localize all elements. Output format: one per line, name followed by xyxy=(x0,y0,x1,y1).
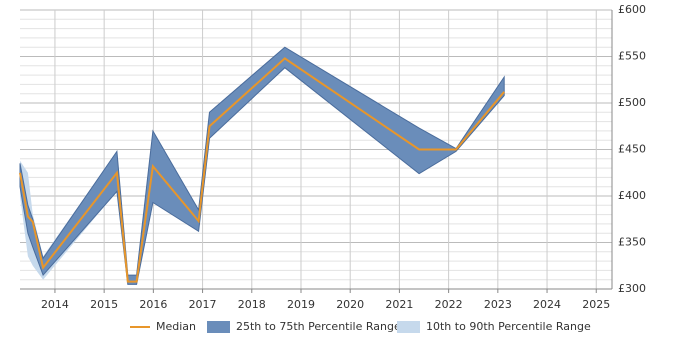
legend-label: 10th to 90th Percentile Range xyxy=(426,320,591,333)
x-tick-label: 2024 xyxy=(533,298,561,311)
x-tick-label: 2020 xyxy=(336,298,364,311)
median-line xyxy=(19,57,505,283)
x-tick-label: 2025 xyxy=(582,298,610,311)
x-tick-label: 2019 xyxy=(287,298,315,311)
x-tick-label: 2015 xyxy=(90,298,118,311)
percentile-band xyxy=(19,46,505,285)
legend-label: 25th to 75th Percentile Range xyxy=(236,320,401,333)
y-tick-label: £450 xyxy=(618,143,646,156)
legend-swatch xyxy=(397,321,420,333)
x-tick-label: 2017 xyxy=(189,298,217,311)
x-tick-label: 2021 xyxy=(385,298,413,311)
x-tick-label: 2016 xyxy=(139,298,167,311)
y-tick-label: £500 xyxy=(618,96,646,109)
x-tick-label: 2022 xyxy=(435,298,463,311)
y-tick-label: £350 xyxy=(618,236,646,249)
y-tick-label: £550 xyxy=(618,50,646,63)
y-tick-label: £600 xyxy=(618,3,646,16)
x-tick-label: 2014 xyxy=(41,298,69,311)
y-tick-label: £300 xyxy=(618,282,646,295)
legend-swatch xyxy=(207,321,230,333)
legend-label: Median xyxy=(156,320,196,333)
y-tick-label: £400 xyxy=(618,189,646,202)
x-tick-label: 2023 xyxy=(484,298,512,311)
x-tick-label: 2018 xyxy=(238,298,266,311)
